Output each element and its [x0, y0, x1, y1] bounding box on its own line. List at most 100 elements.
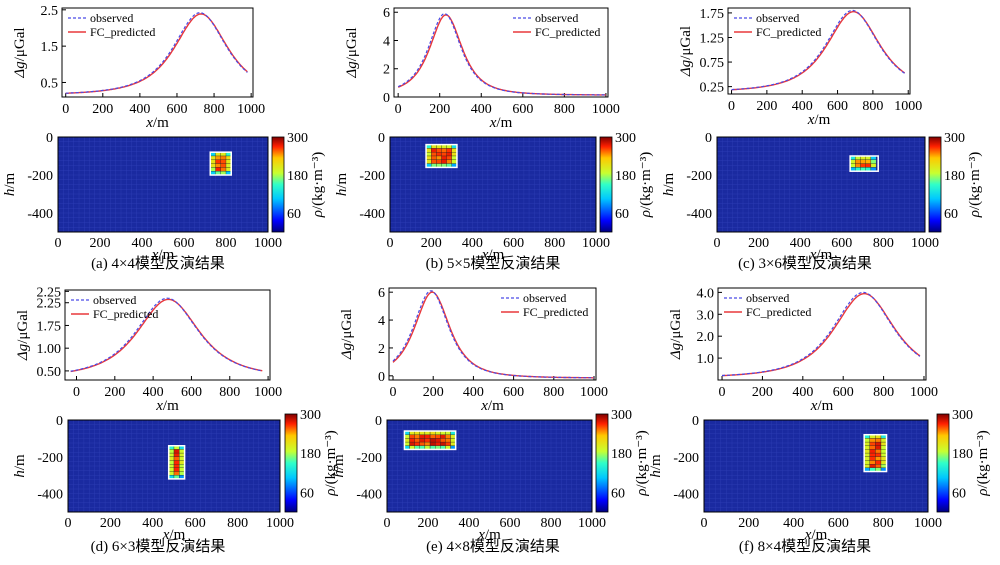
density-cell — [869, 445, 876, 450]
heatmap-frame — [57, 136, 269, 233]
density-cell — [168, 452, 175, 457]
y-tick-label: 0.5 — [41, 76, 59, 91]
x-tick-label: 400 — [792, 385, 813, 400]
x-axis-label: x/m — [810, 398, 834, 414]
density-cell — [864, 460, 870, 465]
observed-series-line — [392, 290, 594, 379]
x-tick-label: 1000 — [592, 102, 620, 117]
x-tick-label: 400 — [462, 236, 483, 251]
y-tick-label: 0 — [56, 414, 63, 429]
plot-frame — [388, 287, 597, 381]
x-tick-label: 0 — [395, 102, 402, 117]
density-cell — [875, 452, 882, 457]
x-tick-label: 200 — [748, 236, 769, 251]
heatmap-f: 0 200 400 600 800 1000 0 -200 -400 x/m h/m — [648, 414, 942, 543]
y-tick-label: 0 — [378, 370, 385, 385]
y-axis-label: h/m — [334, 173, 350, 197]
y-tick-label: 1.75 — [37, 319, 62, 334]
density-cell — [179, 460, 185, 465]
legend-predicted-label: FC_predicted — [535, 25, 600, 39]
x-tick-label: 800 — [554, 102, 575, 117]
true-model-outline — [167, 445, 186, 480]
body-cells — [864, 434, 887, 472]
density-cell — [864, 452, 870, 457]
density-cell — [880, 441, 887, 446]
y-axis-label: h/m — [331, 454, 347, 478]
density-cell — [179, 471, 185, 476]
x-tick-label: 600 — [503, 385, 524, 400]
density-cell — [875, 445, 882, 450]
density-cell — [425, 152, 432, 157]
y-tick-label: 0.50 — [37, 365, 62, 380]
x-tick-label: 600 — [827, 99, 848, 114]
y-axis-label: Δg/μGal — [12, 27, 28, 78]
y-tick-label: -400 — [686, 207, 712, 222]
density-cell — [168, 471, 175, 476]
density-cell — [864, 441, 870, 446]
density-cell — [860, 163, 866, 168]
colorbar-tick-label: 60 — [287, 207, 301, 222]
x-tick-label: 0 — [384, 516, 391, 531]
density-cell — [864, 464, 870, 469]
density-cell — [429, 434, 436, 439]
x-tick-label: 800 — [544, 236, 565, 251]
colorbar-tick-label: 60 — [944, 207, 958, 222]
x-tick-label: 0 — [701, 516, 708, 531]
y-axis-label: h/m — [2, 173, 18, 197]
density-cell — [419, 441, 426, 446]
density-cell — [875, 441, 882, 446]
panel-caption: (b) 5×5模型反演结果 — [426, 255, 561, 272]
y-tick-label: 1.75 — [700, 7, 725, 22]
density-cell — [864, 456, 870, 461]
density-cell — [173, 456, 180, 461]
y-axis-label: Δg/μGal — [344, 27, 360, 78]
density-cell — [875, 460, 882, 465]
density-cell — [173, 460, 180, 465]
heatmap-frame — [389, 136, 597, 233]
observed-series-line — [722, 291, 921, 377]
x-axis-label: x/m — [145, 115, 169, 131]
colorbar-gradient — [271, 136, 285, 233]
colorbar-tick-label: 60 — [611, 486, 625, 501]
heatmap-frame — [67, 419, 281, 513]
density-cell — [220, 163, 227, 168]
plot-frame — [61, 7, 254, 98]
y-tick-label: 4 — [378, 314, 385, 329]
x-tick-label: 1000 — [910, 385, 938, 400]
x-tick-label: 200 — [100, 516, 121, 531]
density-cell — [445, 438, 451, 443]
density-cell — [168, 464, 175, 469]
line-chart-a: 0 200 400 600 800 1000 0.5 1.5 2.5 observedFC_pre… — [12, 4, 265, 131]
x-axis-label: x/m — [481, 247, 505, 263]
x-tick-label: 600 — [831, 236, 852, 251]
density-cell — [173, 464, 180, 469]
y-tick-label: -200 — [37, 451, 63, 466]
density-cell — [179, 464, 185, 469]
density-cell — [424, 434, 431, 439]
x-tick-label: 800 — [873, 385, 894, 400]
density-cell — [869, 464, 876, 469]
density-cell — [864, 449, 870, 454]
density-cell — [880, 438, 887, 443]
observed-series-line — [397, 13, 606, 96]
predicted-series-line — [397, 14, 606, 96]
density-cell — [168, 456, 175, 461]
y-tick-label: 2.5 — [41, 4, 59, 19]
density-cell — [880, 449, 887, 454]
x-tick-label: 200 — [423, 385, 444, 400]
colorbar-label: ρ/(kg·m⁻³) — [323, 430, 339, 496]
y-axis-label: Δg/μGal — [15, 310, 31, 361]
body-cells — [210, 152, 232, 176]
y-tick-label: 0.75 — [700, 56, 725, 71]
density-cell — [440, 441, 446, 446]
colorbar-tick-label: 300 — [944, 131, 965, 146]
y-tick-label: 4 — [383, 34, 390, 49]
density-cell — [210, 159, 216, 164]
y-tick-label: -200 — [673, 451, 699, 466]
density-cell — [431, 159, 437, 164]
colorbar-tick-label: 180 — [611, 447, 632, 462]
